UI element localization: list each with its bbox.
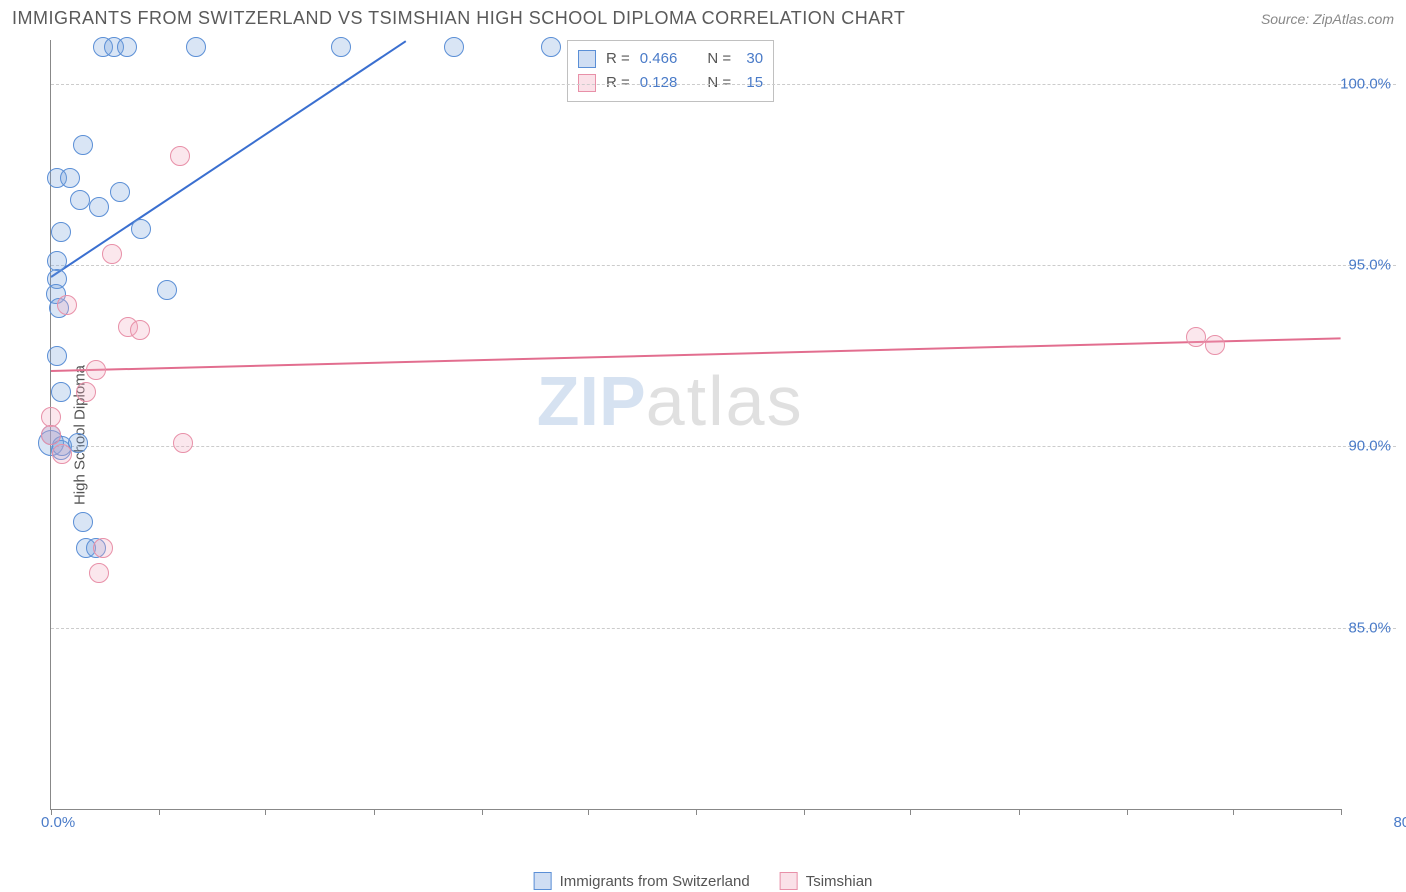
data-point xyxy=(52,444,72,464)
watermark: ZIPatlas xyxy=(537,361,804,441)
x-tick xyxy=(1019,809,1020,815)
y-tick-label: 85.0% xyxy=(1348,619,1391,636)
legend-swatch xyxy=(780,872,798,890)
data-point xyxy=(70,190,90,210)
data-point xyxy=(47,346,67,366)
x-tick xyxy=(1127,809,1128,815)
data-point xyxy=(51,382,71,402)
chart-header: IMMIGRANTS FROM SWITZERLAND VS TSIMSHIAN… xyxy=(0,0,1406,35)
data-point xyxy=(1186,327,1206,347)
x-tick xyxy=(804,809,805,815)
series-legend-label: Immigrants from Switzerland xyxy=(560,873,750,890)
series-legend-label: Tsimshian xyxy=(806,873,873,890)
data-point xyxy=(57,295,77,315)
data-point xyxy=(541,37,561,57)
x-tick xyxy=(588,809,589,815)
data-point xyxy=(117,37,137,57)
watermark-zip: ZIP xyxy=(537,362,646,440)
data-point xyxy=(157,280,177,300)
regression-line-blue xyxy=(50,40,406,277)
data-point xyxy=(60,168,80,188)
stats-legend-row: R = 0.466 N = 30 xyxy=(578,47,763,71)
y-tick-label: 100.0% xyxy=(1340,75,1391,92)
data-point xyxy=(51,222,71,242)
gridline xyxy=(51,84,1396,85)
series-legend: Immigrants from Switzerland Tsimshian xyxy=(534,872,873,890)
data-point xyxy=(76,382,96,402)
chart-container: High School Diploma ZIPatlas R =0.466N =… xyxy=(50,40,1396,830)
gridline xyxy=(51,628,1396,629)
legend-r-value: 0.466 xyxy=(640,47,678,71)
data-point xyxy=(131,219,151,239)
legend-n-value: 30 xyxy=(741,47,763,71)
data-point xyxy=(89,197,109,217)
x-end-label: 80.0% xyxy=(1393,814,1406,831)
series-legend-item: Tsimshian xyxy=(780,872,873,890)
x-tick xyxy=(910,809,911,815)
stats-legend: R =0.466N =30R =0.128N =15 xyxy=(567,40,774,102)
data-point xyxy=(110,182,130,202)
data-point xyxy=(1205,335,1225,355)
x-tick xyxy=(1341,809,1342,815)
data-point xyxy=(89,563,109,583)
legend-n-label: N = xyxy=(707,47,731,71)
data-point xyxy=(47,251,67,271)
legend-swatch xyxy=(578,50,596,68)
x-tick xyxy=(482,809,483,815)
data-point xyxy=(130,320,150,340)
gridline xyxy=(51,446,1396,447)
legend-swatch xyxy=(534,872,552,890)
x-tick xyxy=(265,809,266,815)
data-point xyxy=(102,244,122,264)
data-point xyxy=(173,433,193,453)
chart-title: IMMIGRANTS FROM SWITZERLAND VS TSIMSHIAN… xyxy=(12,8,905,29)
legend-r-label: R = xyxy=(606,47,630,71)
watermark-atlas: atlas xyxy=(646,362,804,440)
data-point xyxy=(170,146,190,166)
data-point xyxy=(86,360,106,380)
x-tick xyxy=(159,809,160,815)
data-point xyxy=(331,37,351,57)
x-start-label: 0.0% xyxy=(41,814,75,831)
y-tick-label: 90.0% xyxy=(1348,438,1391,455)
x-tick xyxy=(1233,809,1234,815)
data-point xyxy=(186,37,206,57)
plot-area: ZIPatlas R =0.466N =30R =0.128N =15 0.0%… xyxy=(50,40,1341,810)
x-tick xyxy=(374,809,375,815)
chart-source: Source: ZipAtlas.com xyxy=(1261,11,1394,27)
data-point xyxy=(93,538,113,558)
y-tick-label: 95.0% xyxy=(1348,256,1391,273)
data-point xyxy=(73,512,93,532)
gridline xyxy=(51,265,1396,266)
data-point xyxy=(41,407,61,427)
x-tick xyxy=(696,809,697,815)
regression-line-pink xyxy=(51,337,1341,372)
series-legend-item: Immigrants from Switzerland xyxy=(534,872,750,890)
data-point xyxy=(41,425,61,445)
x-tick xyxy=(51,809,52,815)
data-point xyxy=(444,37,464,57)
data-point xyxy=(73,135,93,155)
